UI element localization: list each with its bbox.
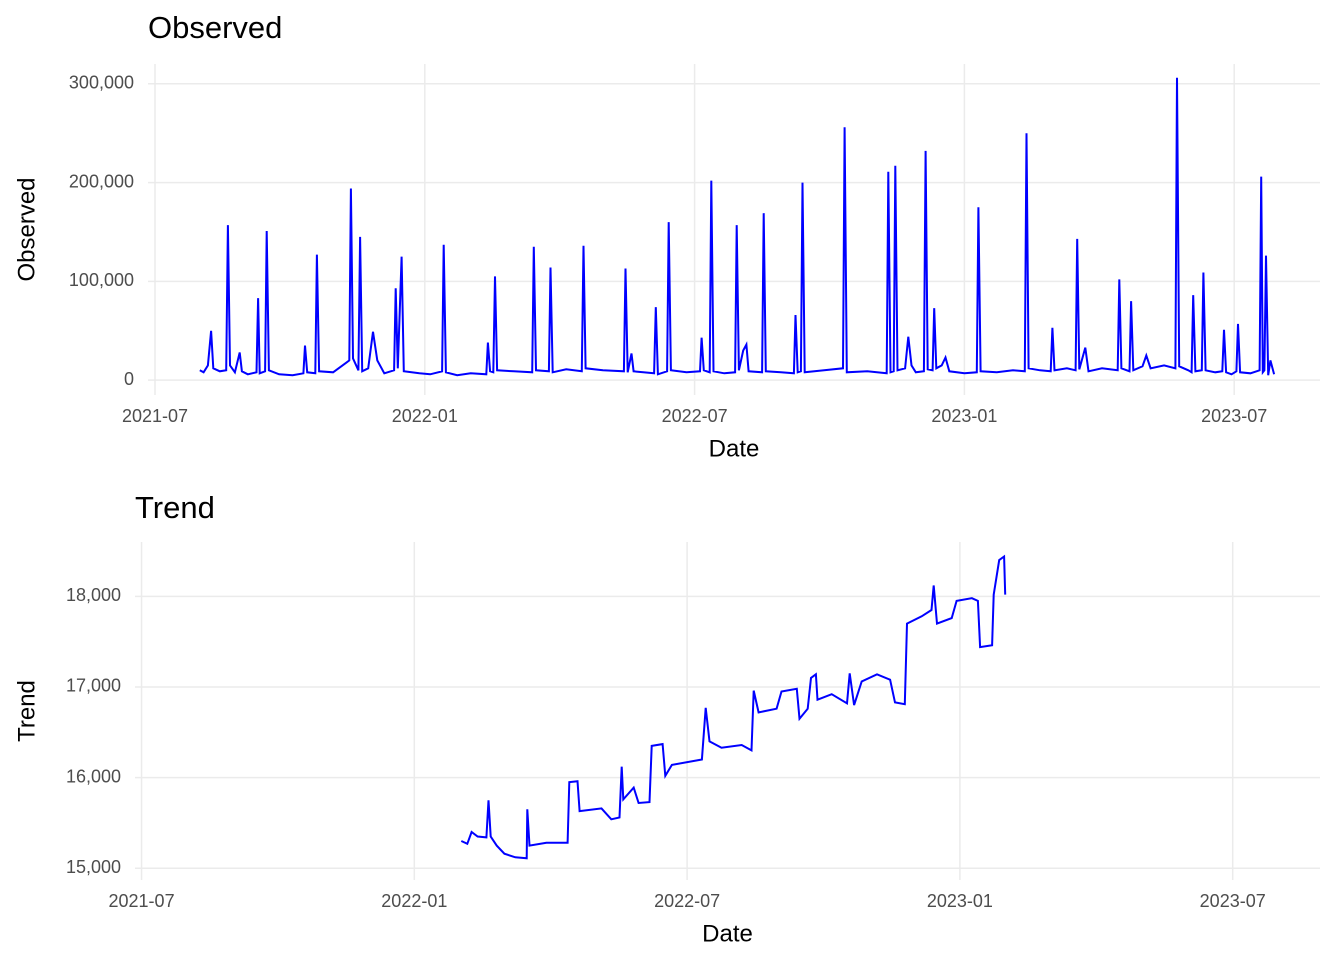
y-tick-label: 200,000 [69,171,134,191]
y-tick-label: 16,000 [66,766,121,786]
y-tick-label: 15,000 [66,857,121,877]
x-tick-label: 2023-01 [931,406,997,426]
y-tick-label: 18,000 [66,585,121,605]
x-tick-label: 2022-07 [662,406,728,426]
y-tick-label: 0 [124,369,134,389]
x-tick-label: 2022-01 [381,891,447,911]
y-axis-title: Observed [13,177,40,281]
x-tick-label: 2023-07 [1200,891,1266,911]
line [199,77,1276,377]
x-axis-title: Date [709,435,760,462]
chart-title: Observed [148,10,282,45]
x-tick-label: 2022-07 [654,891,720,911]
x-tick-label: 2023-01 [927,891,993,911]
x-tick-label: 2023-07 [1201,406,1267,426]
x-tick-label: 2021-07 [122,406,188,426]
x-tick-label: 2022-01 [392,406,458,426]
x-tick-label: 2021-07 [109,891,175,911]
y-axis-title: Trend [13,680,40,742]
chart-title: Trend [135,490,215,525]
y-tick-label: 100,000 [69,270,134,290]
y-tick-label: 300,000 [69,73,134,93]
y-tick-label: 17,000 [66,676,121,696]
line [460,554,1007,860]
x-axis-title: Date [702,920,753,947]
